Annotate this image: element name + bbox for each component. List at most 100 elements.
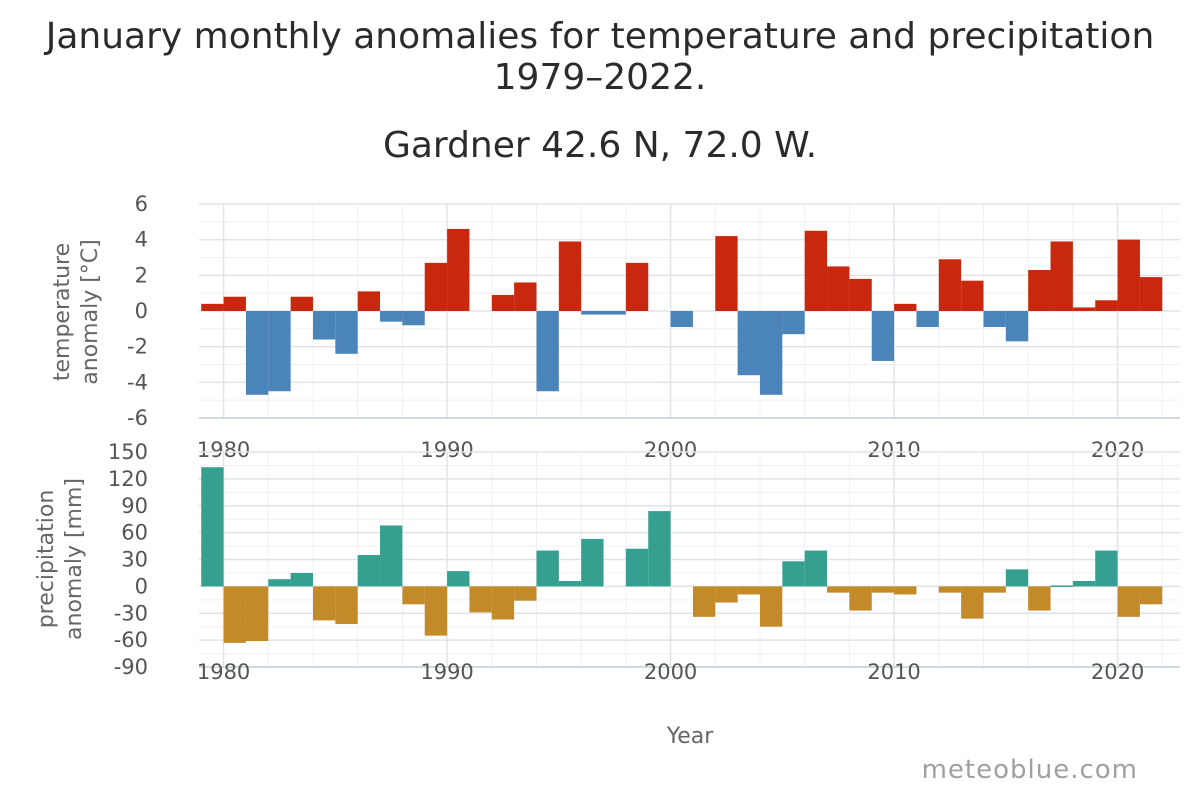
precipitation-bar-1994 bbox=[536, 550, 559, 587]
precipitation-bar-2002 bbox=[715, 586, 738, 603]
precipitation-y-tick-label: 60 bbox=[121, 521, 148, 545]
temperature-bar-2020 bbox=[1117, 239, 1140, 311]
precipitation-bar-2013 bbox=[961, 586, 984, 619]
temperature-bar-1989 bbox=[424, 262, 448, 311]
temperature-bar-1982 bbox=[268, 311, 291, 392]
x-axis-label: Year bbox=[666, 724, 715, 749]
temperature-bar-2009 bbox=[871, 311, 895, 361]
precipitation-bar-1991 bbox=[469, 586, 492, 613]
temperature-bar-2010 bbox=[894, 303, 917, 311]
temperature-y-tick-label: -4 bbox=[127, 370, 148, 394]
temperature-bar-1992 bbox=[491, 294, 515, 311]
temperature-bar-2017 bbox=[1050, 241, 1073, 311]
chart-title-line2: 1979–2022. bbox=[494, 57, 707, 98]
precipitation-ylabel-line2: anomaly [mm] bbox=[62, 478, 87, 640]
temperature-bar-2018 bbox=[1072, 307, 1096, 311]
precipitation-bar-2007 bbox=[827, 586, 850, 593]
precipitation-bar-1985 bbox=[335, 586, 358, 624]
precipitation-bar-2019 bbox=[1095, 550, 1118, 587]
precipitation-bar-1992 bbox=[491, 586, 515, 620]
temperature-y-tick-label: 4 bbox=[135, 228, 148, 252]
temperature-bar-2000 bbox=[670, 311, 693, 328]
precipitation-bar-1995 bbox=[558, 581, 582, 587]
temperature-ylabel-line2: anomaly [°C] bbox=[78, 239, 103, 384]
temperature-bar-1990 bbox=[447, 228, 470, 311]
temperature-y-tick-label: -6 bbox=[127, 406, 148, 430]
precipitation-y-tick-label: 120 bbox=[108, 467, 148, 491]
precipitation-bar-2012 bbox=[938, 586, 962, 593]
temperature-bar-2012 bbox=[938, 259, 962, 311]
temperature-bar-1985 bbox=[335, 311, 358, 354]
precipitation-bar-2017 bbox=[1050, 585, 1073, 587]
precipitation-bar-1979 bbox=[201, 467, 224, 587]
precipitation-bar-1998 bbox=[625, 548, 649, 587]
precipitation-bar-1989 bbox=[424, 586, 448, 636]
precipitation-bar-1981 bbox=[245, 586, 269, 642]
temperature-bar-2019 bbox=[1095, 300, 1118, 311]
temperature-bar-1998 bbox=[625, 262, 649, 311]
precipitation-bar-1983 bbox=[290, 572, 313, 587]
precipitation-bar-2004 bbox=[759, 586, 783, 627]
precipitation-y-tick-label: 90 bbox=[121, 494, 148, 518]
temperature-bar-1981 bbox=[245, 311, 269, 395]
precipitation-bar-1996 bbox=[581, 538, 604, 587]
precipitation-y-tick-label: 0 bbox=[135, 574, 148, 598]
temperature-bar-2016 bbox=[1028, 269, 1051, 311]
precipitation-x-tick-label: 2010 bbox=[867, 660, 920, 684]
precipitation-bar-2021 bbox=[1139, 586, 1163, 605]
temperature-bar-2003 bbox=[737, 311, 760, 376]
meteoblue-watermark[interactable]: meteoblue.com bbox=[922, 755, 1138, 785]
precipitation-bar-1988 bbox=[402, 586, 425, 605]
temperature-bar-1979 bbox=[201, 303, 224, 311]
temperature-ylabel-line1: temperature bbox=[50, 243, 75, 381]
precipitation-bar-2018 bbox=[1072, 581, 1096, 587]
temperature-bar-2002 bbox=[715, 236, 738, 311]
precipitation-bar-2008 bbox=[849, 586, 872, 611]
temperature-bar-2007 bbox=[827, 266, 850, 311]
precipitation-bar-1987 bbox=[380, 525, 403, 587]
precipitation-ylabel-line1: precipitation bbox=[34, 490, 59, 629]
temperature-bar-2004 bbox=[759, 311, 783, 395]
precipitation-bar-2014 bbox=[983, 586, 1006, 593]
precipitation-bar-2015 bbox=[1005, 569, 1029, 587]
precipitation-bar-2010 bbox=[894, 586, 917, 595]
precipitation-bar-1999 bbox=[648, 511, 671, 587]
precipitation-bar-2009 bbox=[871, 586, 895, 593]
precipitation-y-tick-label: 30 bbox=[121, 548, 148, 572]
precipitation-bar-1993 bbox=[514, 586, 537, 601]
temperature-y-tick-label: 2 bbox=[135, 263, 148, 287]
temperature-bar-2021 bbox=[1139, 277, 1163, 311]
temperature-y-tick-label: 6 bbox=[135, 192, 148, 216]
chart-title-line1: January monthly anomalies for temperatur… bbox=[44, 16, 1155, 57]
temperature-bar-1988 bbox=[402, 311, 425, 326]
temperature-bar-2006 bbox=[804, 230, 828, 311]
temperature-bar-2008 bbox=[849, 278, 872, 311]
precipitation-bar-2001 bbox=[692, 586, 716, 617]
precipitation-bar-2003 bbox=[737, 586, 760, 595]
precipitation-bar-2020 bbox=[1117, 586, 1140, 617]
temperature-bar-1994 bbox=[536, 311, 559, 392]
temperature-bar-2013 bbox=[961, 280, 984, 311]
precipitation-panel: 150 120 90 60 300 -30 -60 -90 1980 1990 2000 2010 20… bbox=[34, 440, 1180, 684]
precipitation-y-tick-label: -60 bbox=[114, 628, 148, 652]
temperature-y-tick-label: -2 bbox=[127, 335, 148, 359]
precipitation-bar-1982 bbox=[268, 579, 291, 587]
temperature-bar-1986 bbox=[357, 291, 381, 311]
temperature-bar-1984 bbox=[312, 311, 336, 340]
temperature-bar-1983 bbox=[290, 296, 313, 311]
temperature-bar-1980 bbox=[223, 296, 246, 311]
temperature-bar-1993 bbox=[514, 282, 537, 311]
temperature-bar-2005 bbox=[782, 311, 805, 335]
precipitation-bar-2005 bbox=[782, 561, 805, 587]
temperature-bar-2011 bbox=[916, 311, 939, 328]
precipitation-x-tick-label: 1990 bbox=[420, 660, 473, 684]
temperature-bar-1996 bbox=[581, 311, 604, 315]
temperature-bar-1995 bbox=[558, 241, 582, 311]
precipitation-bar-1984 bbox=[312, 586, 336, 621]
temperature-bar-1987 bbox=[380, 311, 403, 322]
precipitation-x-tick-label: 1980 bbox=[197, 660, 250, 684]
precipitation-bar-1980 bbox=[223, 586, 246, 643]
precipitation-bar-2006 bbox=[804, 550, 828, 587]
